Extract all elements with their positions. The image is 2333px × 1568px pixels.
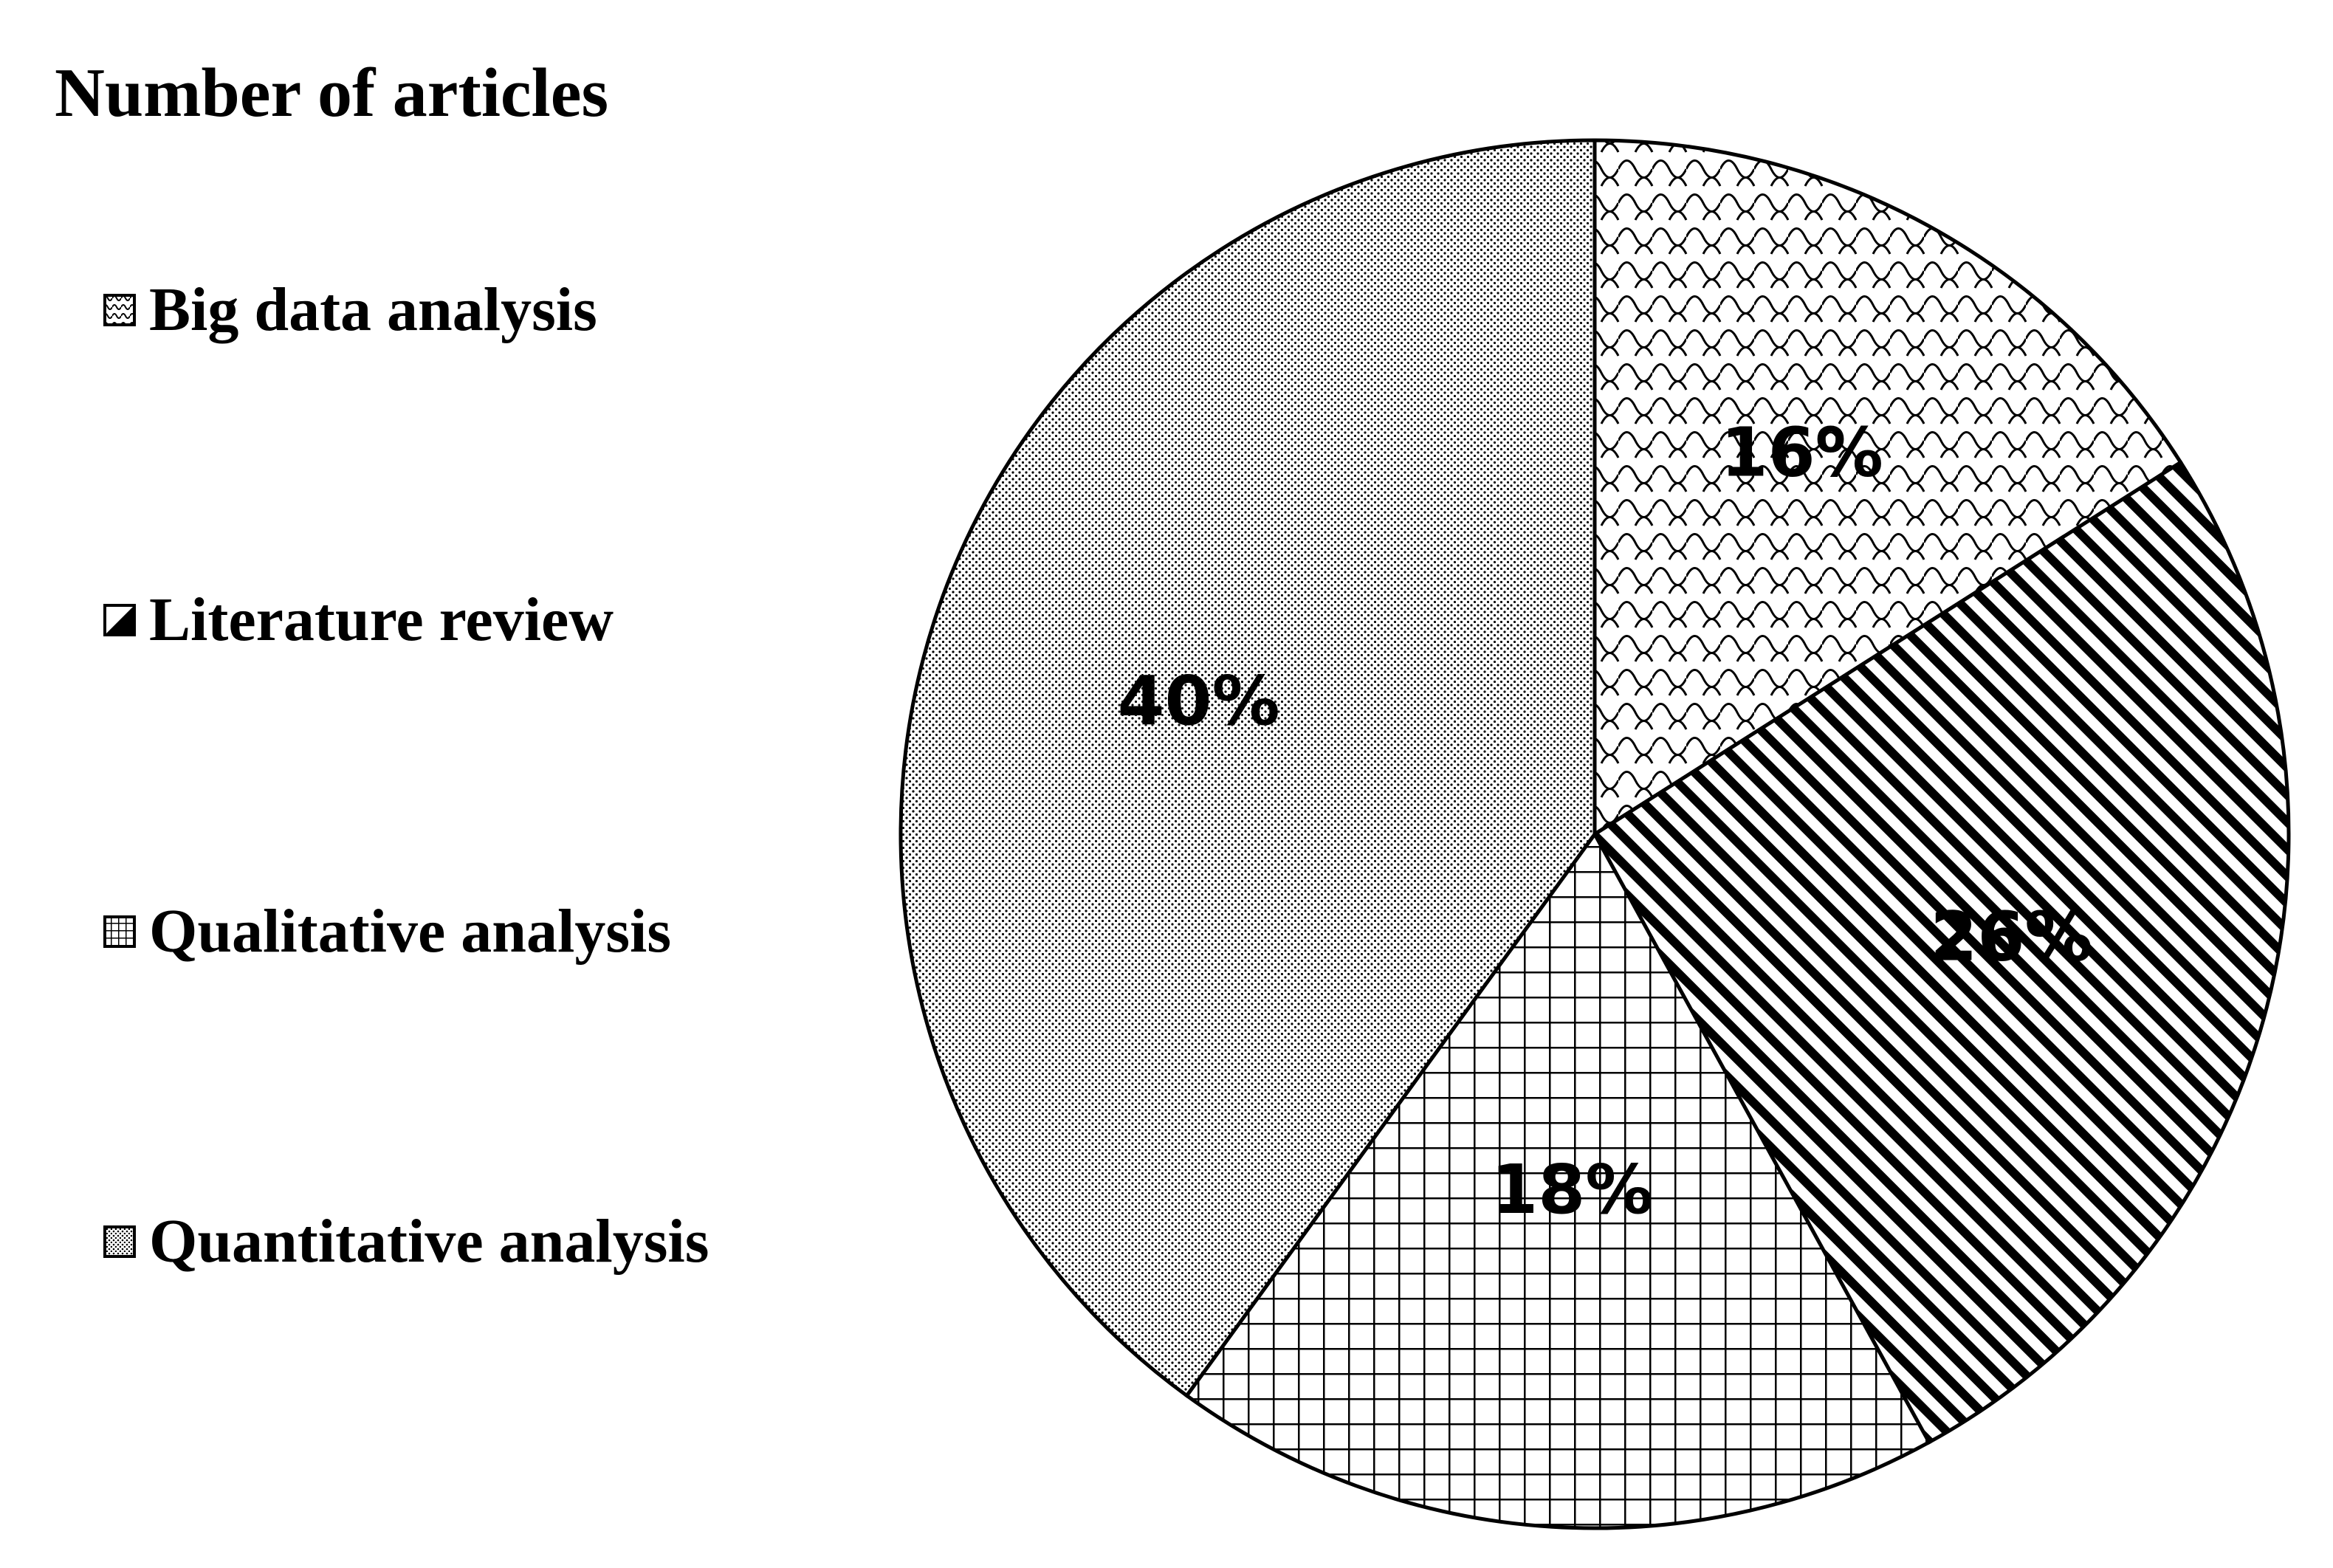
legend-item-quantitative-analysis: Quantitative analysis <box>103 1197 709 1286</box>
slice-data-label: 26% <box>1930 897 2092 976</box>
legend-label: Big data analysis <box>149 275 597 344</box>
slice-data-label: 40% <box>1117 661 1279 740</box>
legend-label: Quantitative analysis <box>149 1207 709 1276</box>
legend-label: Qualitative analysis <box>149 897 672 966</box>
legend-swatch-icon <box>103 604 136 636</box>
pie-chart: 16% 26% 18% 40% <box>871 118 2318 1558</box>
pie-slice-big-data-analysis <box>1592 138 2184 838</box>
slice-data-label: 16% <box>1721 413 1883 492</box>
slice-data-label: 18% <box>1491 1150 1653 1229</box>
legend-label: Literature review <box>149 585 614 654</box>
pie-slice-literature-review <box>1592 459 2291 1445</box>
legend-item-qualitative-analysis: Qualitative analysis <box>103 887 671 976</box>
legend-item-literature-review: Literature review <box>103 576 614 664</box>
pie-chart-svg: 16% 26% 18% 40% <box>899 138 2291 1530</box>
pie-slice-quantitative-analysis <box>899 138 1597 1398</box>
legend-swatch-icon <box>103 915 136 948</box>
chart-title: Number of articles <box>55 55 609 131</box>
legend-swatch-icon <box>103 1225 136 1258</box>
legend-item-big-data-analysis: Big data analysis <box>103 266 597 354</box>
pie-slice-qualitative-analysis <box>1183 831 1932 1530</box>
legend-swatch-icon <box>103 294 136 326</box>
